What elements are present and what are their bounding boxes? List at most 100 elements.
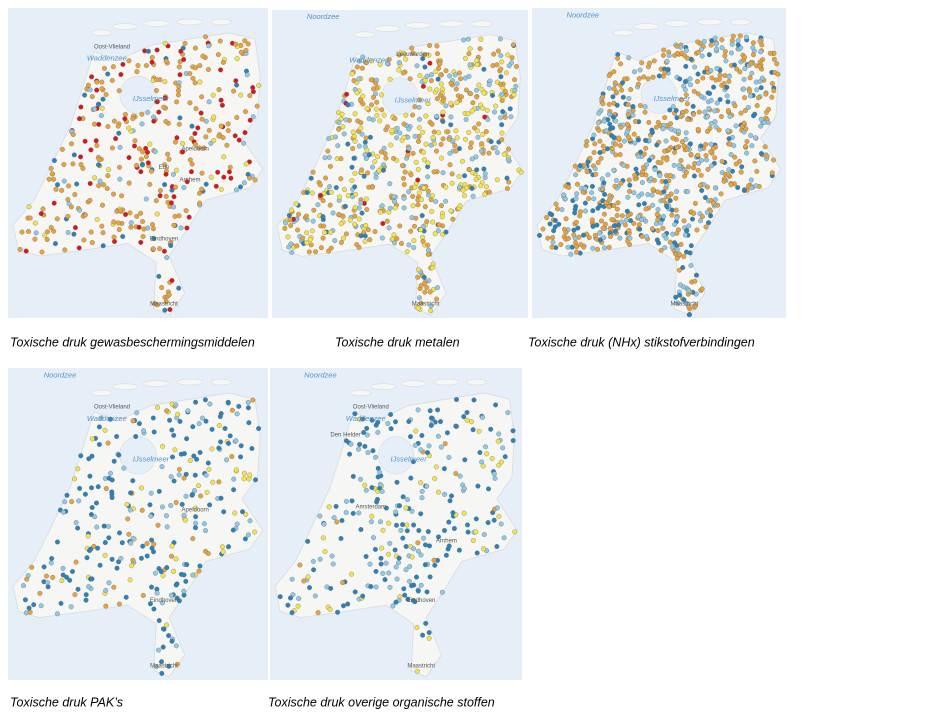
dot bbox=[452, 143, 458, 149]
dot bbox=[383, 560, 389, 566]
dot bbox=[69, 141, 74, 147]
dot bbox=[304, 230, 310, 236]
dot bbox=[370, 448, 376, 454]
dot bbox=[614, 213, 620, 218]
dot bbox=[504, 186, 510, 191]
dot bbox=[163, 58, 169, 64]
island bbox=[696, 18, 723, 26]
lake bbox=[378, 436, 414, 475]
dot bbox=[203, 181, 209, 187]
dot bbox=[198, 493, 204, 499]
dot bbox=[595, 246, 600, 252]
dot bbox=[630, 108, 636, 114]
dot bbox=[396, 52, 402, 58]
dot bbox=[386, 551, 391, 557]
dot bbox=[367, 237, 373, 243]
dot bbox=[478, 36, 484, 42]
dot bbox=[676, 267, 682, 273]
dot bbox=[410, 112, 416, 118]
dot bbox=[71, 152, 77, 158]
dot bbox=[664, 203, 670, 209]
dot bbox=[193, 505, 199, 511]
dot bbox=[763, 91, 769, 97]
dot bbox=[373, 80, 379, 86]
dot bbox=[573, 219, 579, 225]
place-label: Maastricht bbox=[412, 302, 440, 308]
dot bbox=[166, 633, 172, 639]
dot bbox=[177, 59, 183, 65]
dot bbox=[397, 130, 403, 136]
dot bbox=[157, 246, 163, 252]
dot bbox=[254, 103, 260, 109]
dot bbox=[387, 181, 393, 187]
dot bbox=[97, 562, 103, 568]
dot bbox=[19, 229, 25, 235]
dot bbox=[743, 126, 749, 132]
dot bbox=[173, 402, 179, 408]
dot bbox=[421, 149, 426, 155]
dot bbox=[233, 438, 239, 444]
dot bbox=[643, 206, 649, 212]
dot bbox=[371, 94, 376, 100]
dot bbox=[234, 56, 240, 62]
dot bbox=[385, 421, 391, 426]
dot bbox=[698, 94, 704, 99]
dot bbox=[592, 232, 598, 238]
dot bbox=[307, 585, 312, 591]
dot bbox=[53, 186, 59, 192]
dot bbox=[391, 155, 397, 161]
dot bbox=[26, 605, 32, 611]
dot bbox=[197, 63, 203, 69]
dot bbox=[650, 202, 656, 208]
dot bbox=[511, 92, 517, 98]
dot bbox=[673, 195, 679, 201]
dot bbox=[176, 64, 182, 70]
dot bbox=[66, 183, 72, 189]
dot bbox=[127, 577, 133, 583]
dot bbox=[430, 135, 436, 140]
dot bbox=[440, 170, 446, 176]
dot bbox=[415, 274, 421, 280]
dot bbox=[505, 52, 511, 58]
dot bbox=[673, 294, 679, 300]
dot bbox=[168, 592, 174, 598]
dot bbox=[504, 175, 510, 181]
dot bbox=[592, 166, 598, 172]
dot bbox=[724, 84, 730, 90]
dot bbox=[410, 50, 416, 56]
dot bbox=[717, 72, 723, 78]
dot bbox=[94, 87, 100, 93]
dot bbox=[443, 198, 449, 204]
dot bbox=[96, 183, 102, 189]
dot bbox=[150, 415, 156, 421]
dot bbox=[429, 265, 435, 271]
dot bbox=[197, 79, 203, 85]
dot bbox=[581, 232, 586, 238]
dot bbox=[317, 182, 323, 188]
dot bbox=[617, 152, 623, 158]
dot bbox=[231, 476, 237, 482]
dot bbox=[352, 221, 358, 227]
dot bbox=[140, 149, 146, 155]
dot bbox=[132, 143, 137, 149]
dot bbox=[229, 407, 235, 413]
dot bbox=[110, 64, 116, 70]
dot bbox=[466, 51, 472, 57]
dot bbox=[565, 235, 571, 241]
dot bbox=[510, 428, 516, 434]
dot bbox=[126, 125, 132, 131]
dot bbox=[407, 564, 413, 569]
dot bbox=[623, 217, 629, 223]
dot bbox=[752, 158, 758, 164]
dot bbox=[383, 505, 389, 511]
dot bbox=[140, 592, 146, 598]
dot bbox=[495, 438, 501, 444]
dot bbox=[221, 154, 227, 160]
dot bbox=[176, 84, 182, 89]
dot bbox=[481, 90, 487, 96]
dot bbox=[467, 46, 473, 52]
dot bbox=[703, 224, 709, 230]
dot bbox=[603, 200, 609, 206]
dot bbox=[368, 584, 374, 590]
dot bbox=[678, 114, 684, 120]
